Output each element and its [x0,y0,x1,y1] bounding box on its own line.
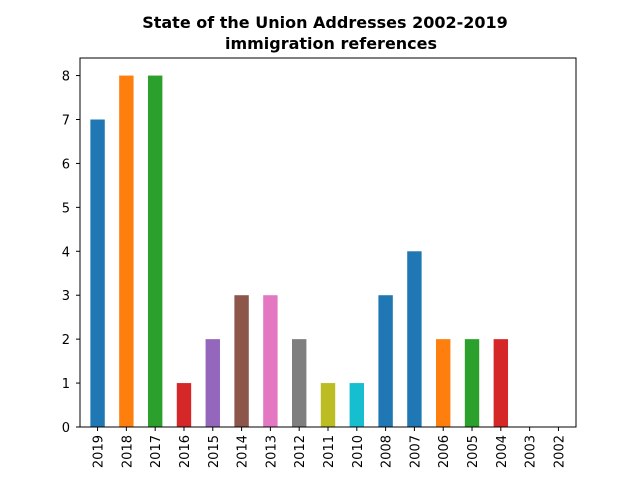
bar-2010 [349,383,364,427]
y-tick-label: 6 [62,157,70,172]
x-tick-label: 2013 [264,435,279,468]
y-tick-label: 8 [62,70,70,85]
bar-2014 [234,295,249,427]
x-tick-label: 2016 [178,435,193,468]
x-tick-label: 2005 [466,435,481,468]
x-tick-label: 2003 [524,435,539,468]
x-tick-label: 2011 [322,435,337,468]
y-tick-label: 3 [62,289,70,304]
bar-2005 [464,339,480,427]
x-axis: 2019 2018 2017 2016 2015 2014 2013 2012 2011 2010… [92,427,567,468]
y-tick-label: 0 [62,421,70,436]
bar-2007 [407,251,422,427]
chart-title-line-2: immigration references [225,34,437,53]
x-tick-label: 2017 [149,435,164,468]
x-tick-label: 2007 [408,435,423,468]
x-tick-label: 2006 [437,435,452,468]
y-tick-label: 4 [62,245,70,260]
bar-2004 [493,339,509,427]
bar-2018 [119,75,134,427]
bar-2015 [205,339,220,427]
plot-frame [79,57,577,428]
y-tick-label: 2 [62,333,70,348]
bar-2013 [263,295,278,427]
x-tick-label: 2015 [207,435,222,468]
x-tick-label: 2018 [120,435,135,468]
bar-2017 [147,75,163,427]
bars-group [90,75,509,427]
bar-2011 [320,383,336,427]
y-tick-label: 1 [62,377,70,392]
bar-2006 [436,339,451,427]
x-tick-label: 2019 [92,435,107,468]
x-tick-label: 2002 [552,435,567,468]
bar-2008 [378,295,393,427]
y-tick-label: 7 [62,114,70,129]
x-tick-label: 2010 [351,435,366,468]
x-tick-label: 2004 [495,435,510,468]
bar-2019 [90,119,105,427]
bar-2012 [292,339,307,427]
x-tick-label: 2008 [380,435,395,468]
x-tick-label: 2012 [293,435,308,468]
chart-title-line-1: State of the Union Addresses 2002-2019 [142,13,508,32]
y-axis: 0 1 2 3 4 5 6 7 8 [62,70,80,436]
bar-2016 [176,383,192,427]
y-tick-label: 5 [62,201,70,216]
x-tick-label: 2014 [236,435,251,468]
